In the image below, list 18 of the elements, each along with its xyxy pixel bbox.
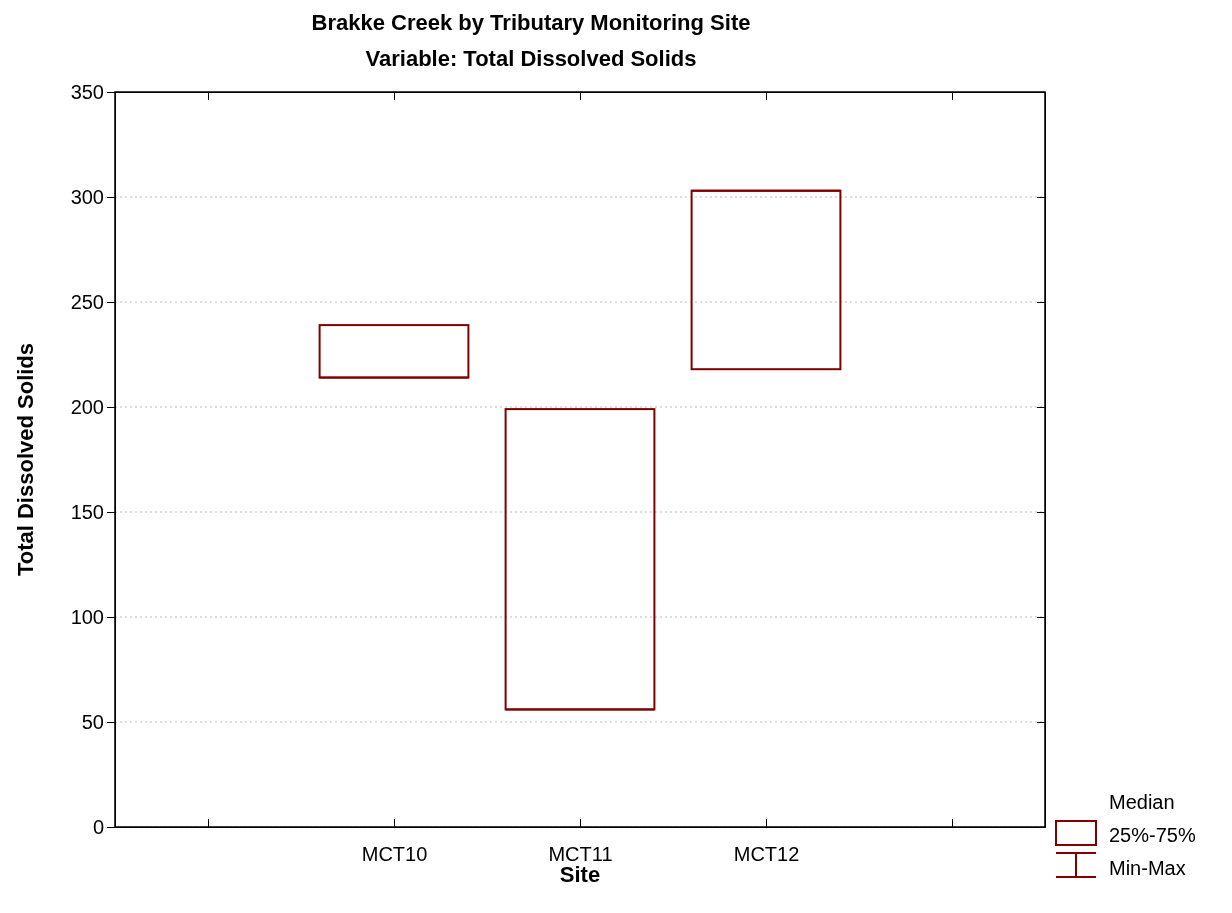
y-tick-label: 50 — [81, 710, 104, 733]
y-tick-label: 0 — [92, 815, 104, 838]
x-axis-title: Site — [559, 862, 601, 887]
y-tick-label: 100 — [70, 605, 104, 628]
text: 25%-75% — [1109, 824, 1196, 846]
chart-subtitle: Variable: Total Dissolved Solids — [365, 46, 697, 71]
text: Median — [1109, 791, 1175, 813]
chart-title: Brakke Creek by Tributary Monitoring Site — [311, 10, 751, 35]
y-tick-label: 150 — [70, 500, 104, 523]
y-axis-title: Total Dissolved Solids — [13, 342, 38, 577]
y-tick-label: 250 — [70, 290, 104, 313]
x-tick-label: MCT11 — [548, 843, 613, 865]
y-tick-label: 350 — [70, 80, 104, 103]
x-tick-label: MCT10 — [361, 843, 428, 865]
y-tick-label: 200 — [70, 395, 104, 418]
x-tick-label: MCT12 — [733, 843, 800, 865]
y-tick-label: 300 — [70, 185, 104, 208]
text: Min-Max — [1109, 857, 1186, 879]
